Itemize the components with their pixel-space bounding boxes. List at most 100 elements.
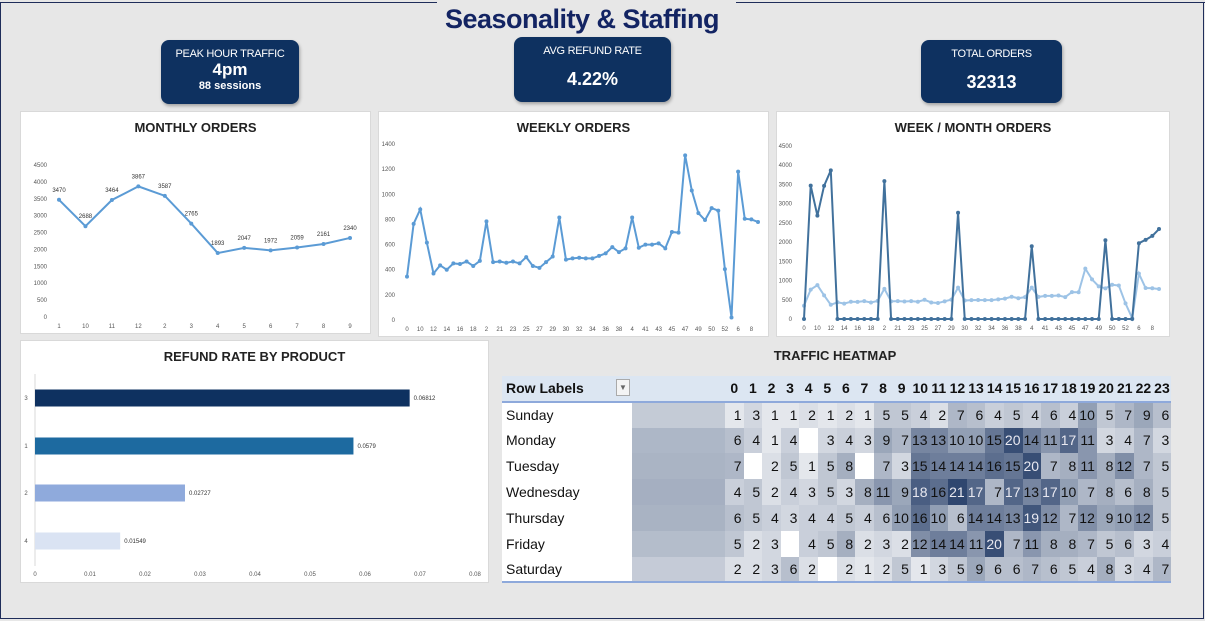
data-point [1143, 286, 1148, 291]
heatmap-cell: 7 [985, 479, 1004, 505]
heatmap-cell: 12 [1041, 504, 1060, 531]
bar-product-3 [35, 389, 410, 407]
data-point [1143, 237, 1148, 242]
data-point [109, 197, 114, 202]
x-tick-label: 0 [802, 326, 806, 332]
heatmap-cell [743, 453, 763, 480]
heatmap-cell: 11 [966, 530, 986, 557]
day-label: Wednesday [502, 479, 632, 505]
data-point [808, 183, 813, 188]
x-tick-label: 10 [417, 327, 424, 333]
chart-title: WEEK / MONTH ORDERS [894, 120, 1052, 135]
data-point [1150, 286, 1155, 291]
heatmap-cell: 17 [1059, 427, 1079, 454]
x-tick-label: 14 [841, 326, 848, 332]
day-label: Sunday [502, 401, 632, 428]
heatmap-header-row: Row Labels ▼ 0 1 2 3 4 5 6 7 8 9 10 11 12 13 14 15 16 17 18 1… [502, 376, 1172, 403]
data-point [895, 299, 900, 304]
x-tick-label: 38 [1015, 326, 1022, 332]
heatmap-cell: 5 [780, 453, 800, 480]
heatmap-cell: 1 [780, 401, 800, 428]
data-point [418, 207, 423, 212]
y-tick-label: 3 [24, 396, 28, 402]
x-tick-label: 25 [921, 326, 928, 332]
x-tick-label: 0.04 [249, 572, 261, 578]
heatmap-cell: 14 [948, 530, 967, 557]
heatmap-cell: 15 [910, 453, 930, 480]
data-point [1063, 295, 1068, 300]
data-point [696, 211, 701, 216]
data-point [1009, 317, 1014, 321]
heatmap-row: Sunday 1 3 1 1 2 1 2 1 5 5 4 2 7 6 4 5 4 6 4 10 5 7 9 6 [502, 401, 1172, 428]
x-tick-label: 36 [1002, 326, 1009, 332]
y-tick-label: 600 [385, 243, 396, 249]
y-tick-label: 3500 [34, 197, 48, 203]
data-point [815, 213, 820, 218]
heatmap-cell: 20 [985, 530, 1004, 557]
data-point [295, 245, 300, 250]
hour-column-header: 20 [1096, 376, 1116, 403]
data-point [444, 267, 449, 272]
kpi-value: 4.22% [566, 69, 619, 89]
x-tick-label: 0.08 [469, 572, 481, 578]
heatmap-cell: 5 [1152, 479, 1172, 505]
hour-column-header: 19 [1078, 376, 1097, 403]
heatmap-cell: 17 [966, 479, 986, 505]
data-point [902, 317, 907, 321]
heatmap-cell: 4 [743, 427, 763, 454]
heatmap-cell: 8 [1059, 530, 1079, 557]
data-point [457, 262, 462, 267]
row-total-shade [632, 479, 725, 505]
heatmap-cell: 5 [836, 504, 856, 531]
x-tick-label: 8 [750, 327, 754, 333]
data-point [1016, 296, 1021, 301]
heatmap-cell: 6 [985, 556, 1004, 584]
heatmap-cell: 3 [1152, 427, 1172, 454]
y-tick-label: 4500 [34, 163, 48, 169]
data-point [683, 153, 688, 158]
heatmap-cell: 19 [1022, 504, 1042, 531]
heatmap-cell: 10 [1115, 504, 1135, 531]
heatmap-cell: 11 [1041, 427, 1060, 454]
chart-title: WEEKLY ORDERS [516, 120, 631, 135]
row-total-shade [632, 530, 725, 557]
hour-column-header: 15 [1003, 376, 1023, 403]
x-tick-label: 34 [589, 327, 596, 333]
row-labels-label: Row Labels [506, 380, 584, 397]
heatmap-cell: 8 [1096, 453, 1116, 480]
kpi-total-orders: TOTAL ORDERS 32313 [921, 40, 1062, 103]
data-point [643, 242, 648, 247]
heatmap-cell: 1 [799, 453, 818, 480]
heatmap-cell: 13 [1003, 504, 1023, 531]
hour-column-header: 2 [762, 376, 781, 403]
heatmap-cell: 11 [873, 479, 893, 505]
heatmap-cell: 5 [725, 530, 744, 557]
x-tick-label: 7 [295, 324, 299, 330]
heatmap-cell: 16 [910, 504, 930, 531]
heatmap-cell: 14 [1022, 427, 1042, 454]
data-point [570, 256, 575, 261]
data-point [537, 265, 542, 270]
data-point [663, 246, 668, 251]
hour-column-header: 1 [743, 376, 763, 403]
bar-product-4 [35, 532, 121, 550]
heatmap-row: Friday 5 2 3 4 5 8 2 3 2 12 14 14 11 20 7 11 8 8 7 5 6 3 4 [502, 530, 1172, 557]
data-point [1103, 286, 1108, 291]
row-total-shade [632, 453, 725, 480]
row-labels-header[interactable]: Row Labels ▼ [502, 376, 632, 403]
data-point [83, 224, 88, 229]
data-point [431, 271, 436, 276]
data-point [1002, 296, 1007, 301]
x-tick-label: 9 [348, 324, 352, 330]
y-tick-label: 3000 [34, 214, 48, 220]
x-tick-label: 23 [908, 326, 915, 332]
data-point [889, 317, 894, 321]
heatmap-cell: 12 [1134, 504, 1153, 531]
data-point [524, 255, 529, 260]
x-tick-label: 50 [1109, 326, 1116, 332]
filter-dropdown-icon[interactable]: ▼ [616, 379, 630, 396]
heatmap-cell [817, 556, 837, 584]
heatmap-cell: 2 [836, 556, 856, 584]
data-point [1069, 290, 1074, 295]
y-tick-label: 4500 [779, 144, 793, 150]
